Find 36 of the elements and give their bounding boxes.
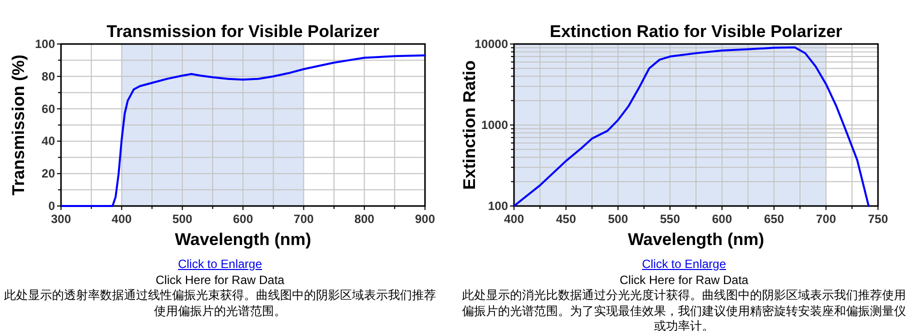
text: Click Here for Raw Data: [154, 272, 286, 288]
y-axis-title: Extinction Ratio: [460, 60, 479, 190]
x-tick-label: 500: [608, 212, 628, 226]
x-tick-label: 650: [764, 212, 784, 226]
x-tick-label: 400: [112, 212, 132, 226]
text: 此处显示的透射率数据通过线性偏振光束获得。曲线图中的阴影区域表示我们推荐使用偏振片的光谱范围。: [3, 288, 437, 319]
x-tick-label: 450: [556, 212, 576, 226]
x-tick-label: 300: [50, 212, 72, 226]
x-tick-label: 700: [294, 212, 314, 226]
y-tick-label: 60: [42, 102, 56, 116]
text: Click to Enlarge: [176, 257, 264, 272]
text: Click Here for Raw Data: [618, 272, 750, 288]
y-tick-label: 100: [488, 199, 508, 213]
x-tick-label: 750: [868, 212, 888, 226]
x-tick-label: 550: [660, 212, 680, 226]
x-tick-label: 600: [712, 212, 732, 226]
y-tick-label: 40: [42, 134, 56, 148]
y-tick-label: 20: [42, 166, 56, 181]
y-tick-label: 10000: [474, 37, 508, 51]
y-tick-label: 100: [34, 37, 56, 51]
x-tick-label: 600: [232, 212, 254, 226]
x-tick-label: 400: [504, 212, 524, 226]
y-tick-label: 0: [48, 199, 56, 213]
y-axis-title: Transmission (%): [9, 54, 28, 196]
x-tick-label: 900: [414, 212, 436, 226]
chart-title: Transmission for Visible Polarizer: [106, 22, 380, 41]
x-tick-label: 800: [354, 212, 375, 226]
y-tick-label: 1000: [481, 118, 508, 132]
text: Click to Enlarge: [640, 257, 728, 272]
x-tick-label: 500: [172, 212, 193, 226]
x-tick-label: 700: [816, 212, 836, 226]
x-axis-title: Wavelength (nm): [174, 230, 312, 249]
y-tick-label: 80: [42, 69, 56, 84]
chart-title: Extinction Ratio for Visible Polarizer: [550, 22, 843, 41]
x-axis-title: Wavelength (nm): [628, 230, 764, 249]
line-series: [60, 54, 426, 207]
